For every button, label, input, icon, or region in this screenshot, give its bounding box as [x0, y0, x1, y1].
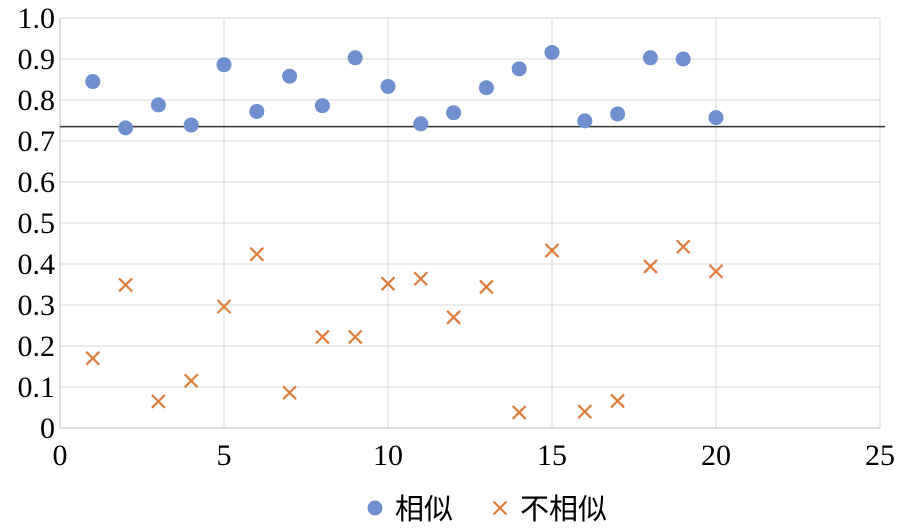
dissimilar-point: [643, 259, 658, 274]
legend-similar: 相似: [367, 492, 453, 526]
similar-point: [413, 116, 429, 132]
y-tick-label: 0.6: [18, 166, 56, 199]
legend-dissimilar-marker: [492, 500, 508, 516]
similar-point: [216, 57, 232, 73]
dissimilar-point: [85, 351, 101, 366]
similar-point: [446, 105, 462, 121]
similar-point: [380, 78, 396, 94]
dissimilar-point: [183, 373, 199, 389]
dissimilar-point: [446, 310, 461, 325]
dissimilar-point-stroke: [118, 277, 133, 293]
axes: [59, 18, 880, 429]
dissimilar-point-stroke: [183, 373, 199, 389]
dissimilar-point-stroke: [249, 246, 265, 262]
dissimilar-point-stroke: [675, 239, 691, 255]
dissimilar-point-stroke: [315, 329, 330, 345]
y-tick-label: 0.3: [18, 289, 56, 322]
similar-point: [118, 120, 134, 136]
y-tick-label: 0.8: [18, 84, 56, 117]
legend-dissimilar: 不相似: [492, 492, 607, 526]
similar-point: [183, 117, 199, 133]
dissimilar-point: [380, 276, 396, 291]
similar-point: [478, 80, 494, 96]
dissimilar-point: [479, 279, 494, 295]
x-tick-label: 15: [537, 439, 567, 472]
dissimilar-point: [413, 271, 429, 287]
similar-point: [511, 61, 527, 77]
dissimilar-point: [118, 277, 133, 293]
x-tick-label: 5: [217, 439, 232, 472]
x-tick-label: 0: [53, 439, 68, 472]
similar-point: [610, 106, 626, 122]
similar-point: [150, 97, 166, 113]
dissimilar-point-stroke: [708, 264, 724, 279]
tick-labels: 0 0.1 0.2 0.3 0.4 0.5 0.6 0.7 0.8 0.9 1.0 0 5 10 15 20 2…: [18, 2, 896, 472]
x-tick-label: 10: [373, 439, 403, 472]
legend-similar-marker: [367, 500, 383, 516]
dissimilar-point-stroke: [479, 279, 494, 295]
gridlines: [60, 17, 881, 428]
y-tick-label: 0: [40, 412, 55, 445]
data-points: [85, 44, 724, 420]
dissimilar-point: [675, 239, 691, 255]
similar-point: [675, 51, 691, 67]
x-tick-label: 20: [701, 439, 731, 472]
dissimilar-point-stroke: [446, 310, 461, 325]
dissimilar-point-stroke: [380, 276, 396, 291]
dissimilar-point: [216, 299, 232, 314]
similar-point: [544, 44, 560, 60]
similar-point: [708, 110, 724, 126]
legend: 相似 不相似: [367, 492, 607, 526]
y-tick-label: 0.2: [18, 330, 56, 363]
x-tick-label: 25: [865, 439, 895, 472]
dissimilar-point: [544, 243, 560, 258]
dissimilar-point-stroke: [282, 385, 297, 401]
dissimilar-point-stroke: [216, 299, 232, 314]
similar-point: [577, 113, 593, 129]
dissimilar-point: [315, 329, 330, 345]
dissimilar-point: [347, 329, 363, 345]
dissimilar-point-stroke: [511, 405, 527, 420]
dissimilar-point-stroke: [151, 394, 166, 409]
dissimilar-point: [708, 264, 724, 279]
dissimilar-point: [151, 394, 166, 409]
similar-point: [282, 68, 298, 84]
dissimilar-point-stroke: [610, 393, 625, 409]
similar-point: [85, 74, 101, 90]
similar-point: [314, 98, 330, 114]
y-tick-label: 1.0: [18, 2, 56, 35]
dissimilar-point-stroke: [577, 404, 593, 419]
dissimilar-point: [249, 246, 265, 262]
similar-point: [249, 103, 265, 119]
dissimilar-point-stroke: [347, 329, 363, 345]
legend-similar-label: 相似: [395, 492, 453, 526]
similar-point: [347, 50, 363, 66]
y-tick-label: 0.9: [18, 43, 56, 76]
legend-dissimilar-marker-stroke: [492, 500, 508, 516]
y-tick-label: 0.5: [18, 207, 56, 240]
dissimilar-point: [511, 405, 527, 420]
dissimilar-point: [282, 385, 297, 401]
dissimilar-point-stroke: [643, 259, 658, 274]
dissimilar-point-stroke: [85, 351, 101, 366]
y-tick-label: 0.4: [18, 248, 56, 281]
similar-point: [642, 50, 658, 66]
dissimilar-point-stroke: [413, 271, 429, 287]
dissimilar-point: [577, 404, 593, 419]
dissimilar-point-stroke: [544, 243, 560, 258]
y-tick-label: 0.1: [18, 371, 56, 404]
dissimilar-point: [610, 393, 625, 409]
legend-dissimilar-label: 不相似: [520, 492, 607, 526]
y-tick-label: 0.7: [18, 125, 56, 158]
